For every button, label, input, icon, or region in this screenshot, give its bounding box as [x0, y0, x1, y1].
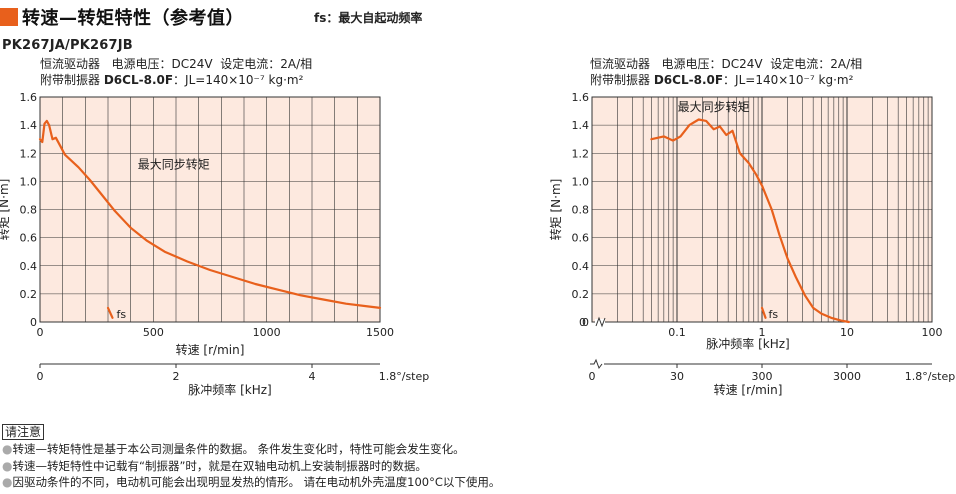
right-y-tick-label: 0.4	[572, 260, 590, 273]
model-name: PK267JA/PK267JB	[2, 38, 133, 53]
notes-heading: 请注意	[2, 424, 45, 440]
right-conditions: 恒流驱动器 电源电压：DC24V 设定电流：2A/相 附带制振器 D6CL-8.…	[590, 56, 862, 88]
right-secondary-tick-label: 0	[589, 370, 596, 383]
left-step-angle-label: 1.8°/step	[379, 370, 430, 383]
damper-model: D6CL-8.0F	[103, 73, 174, 87]
right-x-tick-label: 100	[922, 326, 943, 339]
left-y-axis-label: 转矩 [N·m]	[0, 179, 11, 241]
damper-label: 附带制振器	[40, 73, 101, 87]
right-y-tick-label: 1.4	[572, 119, 590, 132]
right-fs-mark	[760, 306, 767, 319]
supply-value: DC24V	[721, 57, 763, 71]
note-text: 因驱动条件的不同，电动机可能会出现明显发热的情形。 请在电动机外壳温度100°C…	[12, 475, 501, 489]
right-series-label: 最大同步转矩	[678, 99, 750, 114]
current-label: 设定电流：	[770, 57, 831, 71]
page-title: 转速—转矩特性（参考值）	[22, 8, 244, 29]
left-torque-curve	[38, 119, 382, 309]
right-plot-frame	[591, 96, 933, 323]
right-secondary-break-icon	[590, 358, 603, 370]
left-plot-frame	[39, 96, 381, 323]
left-y-tick-label: 0.8	[20, 204, 38, 217]
left-y-tick-label: 1.0	[20, 175, 38, 188]
right-x-tick-label: 0.1	[668, 326, 686, 339]
current-label: 设定电流：	[220, 57, 281, 71]
title-marker	[0, 8, 18, 26]
bullet-icon: ●	[2, 442, 13, 456]
right-step-angle-label: 1.8°/step	[905, 370, 956, 383]
note-item: ●因驱动条件的不同，电动机可能会出现明显发热的情形。 请在电动机外壳温度100°…	[2, 474, 500, 491]
damper-label: 附带制振器	[590, 73, 651, 87]
left-y-tick-label: 1.4	[20, 119, 38, 132]
right-y-tick-label: 0.2	[572, 288, 590, 301]
left-secondary-tick-label: 4	[309, 370, 316, 383]
driver-text: 恒流驱动器	[590, 57, 651, 71]
left-x-tick-label: 0	[37, 326, 44, 339]
bullet-icon: ●	[2, 475, 13, 489]
right-secondary-tick-label: 3000	[833, 370, 861, 383]
right-y-tick-label: 0	[582, 316, 589, 329]
page-title-row: 转速—转矩特性（参考值）	[0, 6, 244, 29]
right-x-tick-label: 10	[840, 326, 854, 339]
supply-label: 电源电压：	[111, 57, 172, 71]
left-secondary-axis-label: 脉冲频率 [kHz]	[188, 382, 271, 397]
right-fs-label: fs	[769, 308, 779, 321]
damper-model: D6CL-8.0F	[653, 73, 724, 87]
supply-label: 电源电压：	[661, 57, 722, 71]
right-y-axis-label: 转矩 [N·m]	[548, 179, 563, 241]
note-item: ●转速—转矩特性是基于本公司测量条件的数据。 条件发生变化时，特性可能会发生变化…	[2, 441, 500, 458]
right-conditions-line2: 附带制振器 D6CL-8.0F：JL=140×10⁻⁷ kg·m²	[590, 72, 862, 88]
current-value: 2A/相	[280, 57, 313, 71]
right-x-zero-label: 0	[579, 316, 586, 329]
right-y-tick-label: 0.6	[572, 232, 590, 245]
left-y-tick-label: 0.4	[20, 260, 38, 273]
left-conditions: 恒流驱动器 电源电压：DC24V 设定电流：2A/相 附带制振器 D6CL-8.…	[40, 56, 312, 88]
left-y-tick-label: 1.6	[20, 91, 38, 104]
left-y-tick-label: 1.2	[20, 147, 38, 160]
left-secondary-tick-label: 0	[37, 370, 44, 383]
notes-section: 请注意 ●转速—转矩特性是基于本公司测量条件的数据。 条件发生变化时，特性可能会…	[2, 424, 500, 491]
left-x-tick-label: 500	[143, 326, 164, 339]
left-x-tick-label: 1000	[253, 326, 281, 339]
right-secondary-axis-label: 转速 [r/min]	[714, 382, 783, 397]
right-x-axis-label: 脉冲频率 [kHz]	[706, 336, 789, 351]
left-conditions-line2: 附带制振器 D6CL-8.0F：JL=140×10⁻⁷ kg·m²	[40, 72, 312, 88]
left-y-tick-label: 0	[30, 316, 37, 329]
note-item: ●转速—转矩特性中记载有“制振器”时，就是在双轴电动机上安装制振器时的数据。	[2, 458, 500, 475]
current-value: 2A/相	[830, 57, 863, 71]
left-series-label: 最大同步转矩	[138, 157, 210, 172]
note-text: 转速—转矩特性中记载有“制振器”时，就是在双轴电动机上安装制振器时的数据。	[12, 458, 427, 473]
inertia-text: ：JL=140×10⁻⁷ kg·m²	[173, 73, 304, 87]
right-axis-break-gap	[595, 319, 605, 327]
left-fs-mark	[106, 306, 114, 319]
right-y-tick-label: 1.6	[572, 91, 590, 104]
title-note: fs：最大自起动频率	[314, 11, 423, 25]
left-secondary-tick-label: 2	[173, 370, 180, 383]
left-fs-label: fs	[117, 308, 127, 321]
right-y-tick-label: 1.0	[572, 175, 590, 188]
supply-value: DC24V	[171, 57, 213, 71]
left-conditions-line1: 恒流驱动器 电源电压：DC24V 设定电流：2A/相	[40, 56, 312, 72]
left-y-tick-label: 0.2	[20, 288, 38, 301]
right-x-tick-label: 1	[759, 326, 766, 339]
right-axis-break-icon	[595, 316, 606, 328]
inertia-text: ：JL=140×10⁻⁷ kg·m²	[723, 73, 854, 87]
right-torque-curve	[650, 118, 850, 324]
left-x-axis-label: 转速 [r/min]	[176, 342, 245, 357]
right-secondary-tick-label: 30	[670, 370, 684, 383]
left-y-tick-label: 0.6	[20, 232, 38, 245]
right-conditions-line1: 恒流驱动器 电源电压：DC24V 设定电流：2A/相	[590, 56, 862, 72]
bullet-icon: ●	[2, 458, 13, 473]
right-y-tick-label: 1.2	[572, 147, 590, 160]
note-text: 转速—转矩特性是基于本公司测量条件的数据。 条件发生变化时，特性可能会发生变化。	[12, 442, 465, 456]
driver-text: 恒流驱动器	[40, 57, 101, 71]
right-secondary-tick-label: 300	[752, 370, 773, 383]
right-y-tick-label: 0.8	[572, 204, 590, 217]
left-x-tick-label: 1500	[366, 326, 394, 339]
